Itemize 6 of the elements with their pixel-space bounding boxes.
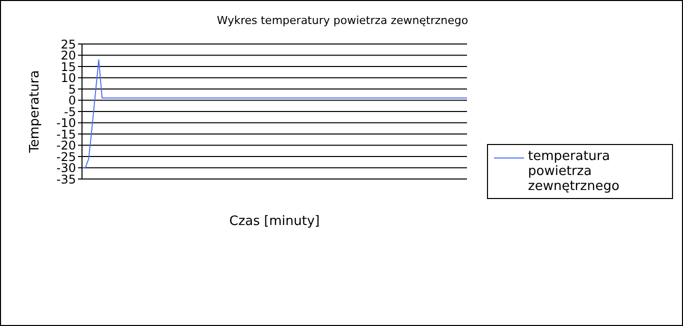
line-series [82,59,468,168]
y-axis-title: Temperatura [28,70,43,154]
y-tick-label: 25 [60,37,76,52]
chart-title: Wykres temperatury powietrza zewnętrznego [216,14,470,27]
legend-label: temperatura powietrza zewnętrznego [528,149,620,194]
x-axis-title: Czas [minuty] [229,214,320,229]
